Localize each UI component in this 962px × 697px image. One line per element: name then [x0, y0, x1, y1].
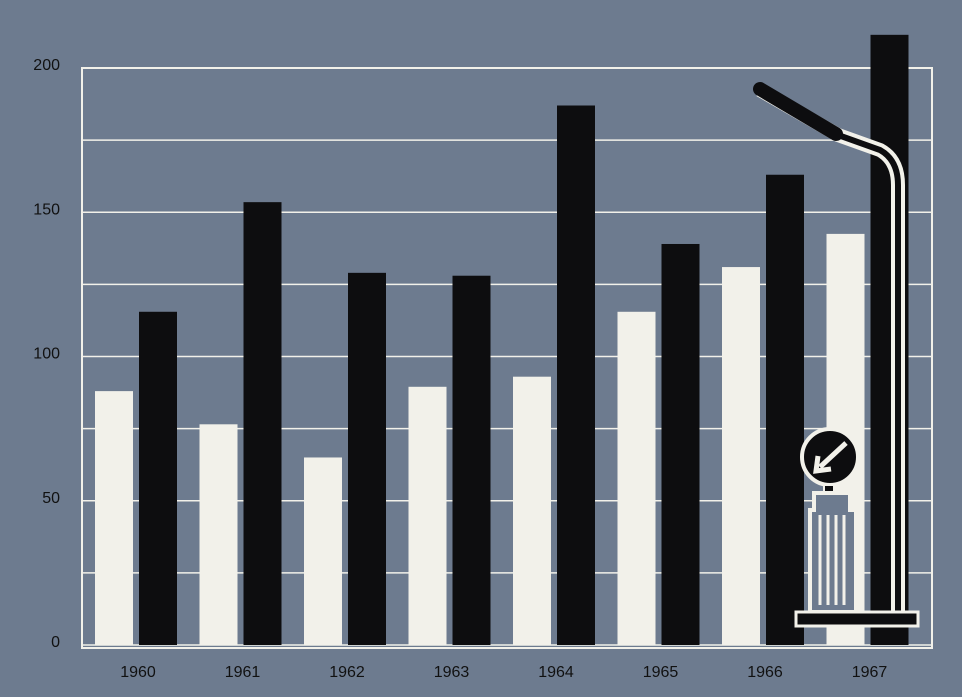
x-tick-label: 1964 [538, 664, 574, 681]
bar [408, 386, 447, 645]
y-tick-label: 150 [33, 201, 60, 218]
y-tick-label: 0 [51, 634, 60, 651]
x-tick-label: 1965 [643, 664, 679, 681]
y-tick-label: 50 [42, 490, 60, 507]
plot-frame [81, 67, 933, 649]
x-tick-label: 1962 [329, 664, 365, 681]
bollard-stripes [818, 515, 846, 605]
x-tick-label: 1960 [120, 664, 156, 681]
x-tick-label: 1967 [852, 664, 888, 681]
bar [452, 275, 491, 645]
y-tick-label: 100 [33, 346, 60, 363]
y-tick-label: 200 [33, 57, 60, 74]
bollard [808, 491, 858, 614]
plot-area: 0 50 100 150 200 1960 1961 1962 1963 1964 1965 1966… [33, 34, 933, 681]
bar [243, 202, 282, 645]
bar [95, 391, 133, 645]
bar [766, 174, 804, 645]
lamp-illustration [753, 82, 920, 628]
sign-arrow [813, 441, 848, 474]
x-tick-label: 1966 [747, 664, 783, 681]
bar [617, 311, 656, 645]
bar [304, 457, 342, 645]
bar [513, 376, 551, 645]
bar [139, 311, 177, 645]
x-tick-label: 1961 [225, 664, 261, 681]
lamp-post [758, 87, 901, 615]
bar [557, 105, 595, 645]
bar [199, 424, 238, 645]
lamp-head [753, 82, 843, 141]
bar [722, 267, 760, 645]
base [794, 610, 920, 628]
bar [348, 272, 386, 645]
x-tick-label: 1963 [434, 664, 470, 681]
bar [661, 243, 700, 646]
